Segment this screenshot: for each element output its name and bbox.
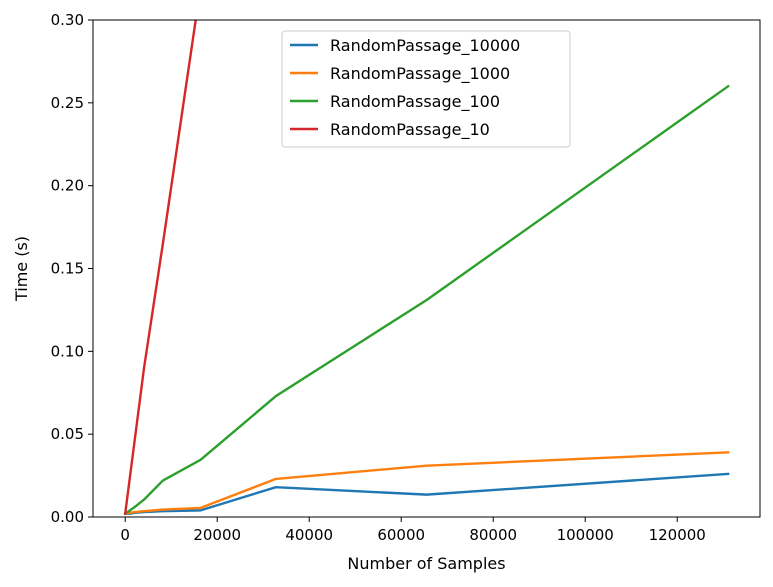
y-tick-label: 0.30 xyxy=(51,11,84,29)
x-axis-ticks: 0 20000 40000 60000 80000 100000 120000 xyxy=(120,517,706,544)
y-tick-label: 0.05 xyxy=(51,425,84,443)
y-axis-label: Time (s) xyxy=(12,236,31,302)
series-line-2 xyxy=(123,84,730,516)
legend-box xyxy=(281,30,571,148)
x-tick-label: 40000 xyxy=(285,526,333,544)
legend-label-3: RandomPassage_10 xyxy=(330,120,490,140)
y-tick-label: 0.20 xyxy=(51,177,84,195)
series-line-1 xyxy=(123,451,730,516)
series-line-3 xyxy=(123,20,197,516)
y-tick-label: 0.10 xyxy=(51,342,84,360)
x-tick-label: 0 xyxy=(120,526,130,544)
legend-label-1: RandomPassage_1000 xyxy=(330,64,510,84)
x-tick-label: 100000 xyxy=(557,526,614,544)
x-axis-label: Number of Samples xyxy=(347,554,505,573)
legend-label-2: RandomPassage_100 xyxy=(330,92,500,112)
y-axis-ticks: 0.00 0.05 0.10 0.15 0.20 0.25 0.30 xyxy=(51,11,93,526)
x-tick-label: 80000 xyxy=(469,526,517,544)
x-tick-label: 60000 xyxy=(377,526,425,544)
x-tick-label: 120000 xyxy=(649,526,706,544)
y-tick-label: 0.15 xyxy=(51,260,84,278)
x-tick-label: 20000 xyxy=(193,526,241,544)
series-line-0 xyxy=(123,472,730,515)
y-tick-label: 0.25 xyxy=(51,94,84,112)
legend-label-0: RandomPassage_10000 xyxy=(330,36,520,56)
plot-lines xyxy=(123,20,730,516)
y-tick-label: 0.00 xyxy=(51,508,84,526)
legend: RandomPassage_10000 RandomPassage_1000 Ran… xyxy=(281,30,571,148)
